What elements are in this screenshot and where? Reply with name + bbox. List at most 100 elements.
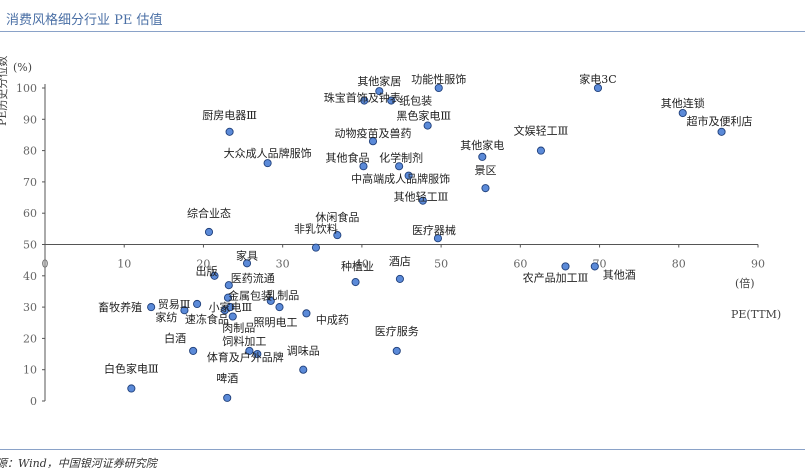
data-label: 家纺: [155, 310, 177, 324]
x-tick-label: 30: [276, 258, 290, 271]
data-label: 化学制剂: [379, 150, 423, 164]
data-label: 白色家电Ⅲ: [104, 361, 159, 375]
data-label: 厨房电器Ⅲ: [202, 109, 257, 122]
data-point: [180, 306, 189, 315]
data-point: [359, 162, 368, 171]
y-axis-title: PE历史分位数: [0, 56, 9, 126]
data-point: [404, 171, 413, 180]
data-label: 景区: [474, 164, 496, 177]
data-label: 照明电工: [253, 316, 297, 329]
data-label: 大众成人品牌服饰: [224, 146, 312, 160]
data-point: [220, 306, 229, 315]
data-label: 白酒: [164, 331, 186, 345]
data-label: 其他轻工Ⅲ: [394, 190, 449, 204]
x-tick-label: 50: [434, 258, 448, 271]
y-axis-unit: (%): [13, 61, 32, 74]
data-point: [311, 243, 320, 252]
footer-divider: [0, 449, 805, 450]
y-tick-label: 30: [23, 301, 37, 314]
data-label: 体育及户外品牌: [207, 350, 284, 364]
data-point: [360, 96, 369, 105]
data-point: [333, 231, 342, 240]
data-point: [434, 83, 443, 93]
chart-marks: [127, 83, 726, 402]
data-label: 综合业态: [187, 206, 231, 220]
data-point: [478, 152, 487, 161]
data-label: 畜牧养殖: [98, 300, 142, 314]
data-point: [593, 83, 603, 93]
data-point: [561, 262, 570, 271]
data-point: [193, 299, 202, 309]
data-label: 休闲食品: [315, 210, 359, 224]
x-tick-label: 10: [117, 258, 131, 271]
data-point: [223, 293, 233, 302]
x-axis-unit: (倍): [735, 276, 755, 290]
data-point: [228, 312, 237, 321]
data-point: [266, 296, 275, 305]
data-label: 其他家居: [357, 74, 401, 88]
data-label: 功能性服饰: [411, 72, 466, 86]
data-point: [263, 159, 272, 168]
data-label: 医疗器械: [412, 223, 456, 237]
y-tick-label: 50: [23, 239, 37, 252]
data-label: 其他酒: [603, 268, 636, 281]
data-point: [225, 127, 234, 136]
y-tick-label: 100: [16, 82, 37, 95]
data-label: 非乳饮料: [294, 222, 338, 236]
data-point: [392, 346, 401, 355]
data-label: 速冻食品: [185, 312, 229, 326]
data-point: [242, 259, 252, 268]
data-label: 动物疫苗及兽药: [334, 126, 411, 140]
data-point: [717, 127, 726, 136]
data-label: 啤酒: [216, 371, 238, 385]
chart-title: 消费风格细分行业 PE 估值: [6, 13, 163, 28]
report-header: 消费风格细分行业 PE 估值: [0, 0, 805, 33]
data-point: [433, 234, 442, 243]
data-label: 家具: [236, 248, 258, 262]
data-label: 医药流通: [231, 271, 275, 285]
y-tick-label: 40: [23, 270, 37, 283]
y-tick-label: 70: [23, 176, 37, 189]
data-label: 种植业: [341, 259, 374, 273]
data-label: 家电3C: [579, 72, 616, 86]
data-label: 金属包装: [228, 289, 272, 303]
x-tick-label: 20: [196, 258, 210, 271]
data-point: [302, 309, 311, 318]
y-tick-label: 80: [23, 145, 37, 158]
data-point: [127, 384, 136, 393]
data-point: [395, 162, 404, 171]
x-tick-label: 80: [672, 258, 686, 271]
y-tick-label: 0: [30, 395, 37, 408]
data-label: 医疗服务: [375, 324, 419, 338]
data-point: [418, 196, 427, 205]
data-label: 贸易Ⅲ: [158, 298, 191, 311]
data-label: 珠宝首饰及钟表: [324, 91, 401, 105]
y-tick-label: 20: [23, 332, 37, 345]
data-point: [210, 271, 219, 280]
source-note: 源：Wind，中国银河证券研究院: [0, 457, 157, 470]
data-label: 饲料加工: [222, 334, 266, 348]
x-tick-label: 0: [42, 258, 49, 271]
data-point: [375, 87, 384, 96]
data-label: 出版: [196, 264, 218, 278]
data-point: [395, 274, 404, 283]
x-tick-label: 90: [751, 258, 765, 271]
data-point: [351, 278, 360, 287]
data-label: 其他家电: [460, 138, 504, 152]
x-tick-label: 60: [513, 258, 527, 271]
data-point: [299, 365, 308, 374]
data-point: [189, 346, 198, 355]
x-tick-label: 40: [355, 258, 369, 271]
y-tick-label: 60: [23, 207, 37, 220]
data-label: 酒店: [389, 254, 411, 268]
data-point: [245, 346, 254, 355]
data-label: 乳制品: [266, 289, 299, 302]
data-point: [224, 281, 233, 290]
data-point: [147, 303, 156, 312]
data-point: [481, 184, 490, 193]
data-point: [368, 137, 378, 146]
data-point: [590, 262, 599, 271]
